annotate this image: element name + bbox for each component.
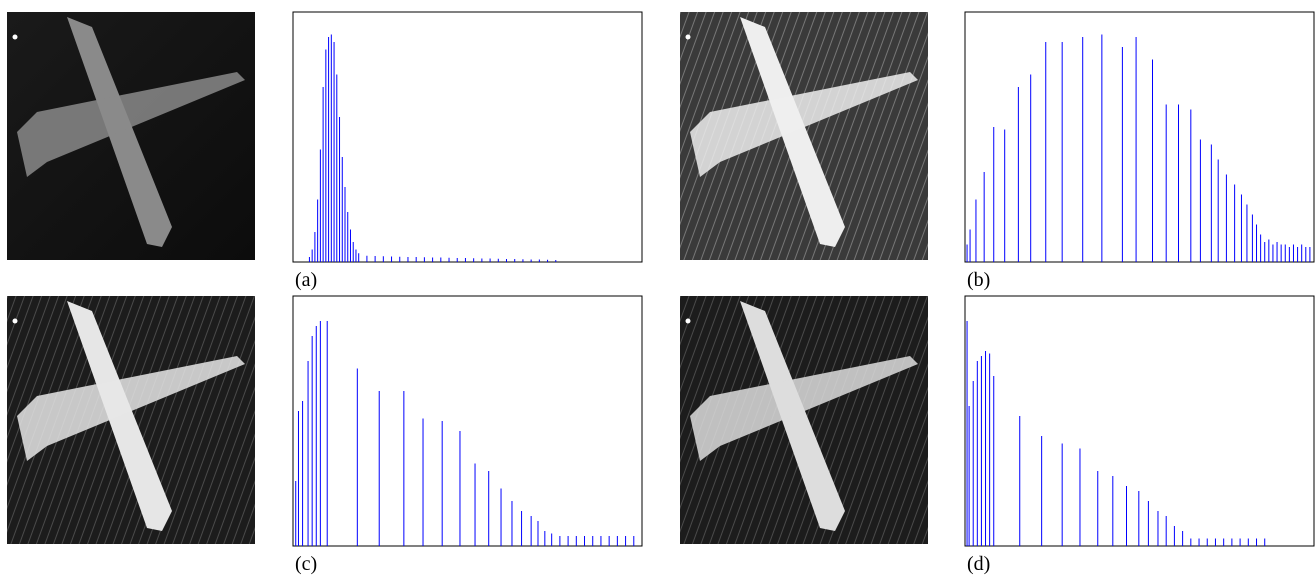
bright-spot [12, 34, 18, 40]
photo [680, 12, 928, 260]
plot-frame [292, 11, 643, 263]
panel-caption: (b) [967, 269, 990, 291]
photo [680, 296, 928, 544]
plane-wing [17, 72, 245, 177]
plot-frame [964, 295, 1315, 547]
plane-fuselage [67, 301, 172, 531]
bright-spot [685, 34, 691, 40]
plot-frame [292, 295, 643, 547]
plane-fuselage [67, 17, 172, 247]
panel-caption: (a) [295, 269, 317, 291]
panel-caption: (c) [295, 553, 317, 575]
bright-spot [12, 318, 18, 324]
plane-wing [690, 72, 918, 177]
photo [7, 12, 255, 260]
plane-fuselage [740, 17, 845, 247]
panel-caption: (d) [967, 553, 990, 575]
plane-wing [690, 356, 918, 461]
plane-fuselage [740, 301, 845, 531]
plot-frame [964, 11, 1315, 263]
plane-wing [17, 356, 245, 461]
photo [7, 296, 255, 544]
bright-spot [685, 318, 691, 324]
